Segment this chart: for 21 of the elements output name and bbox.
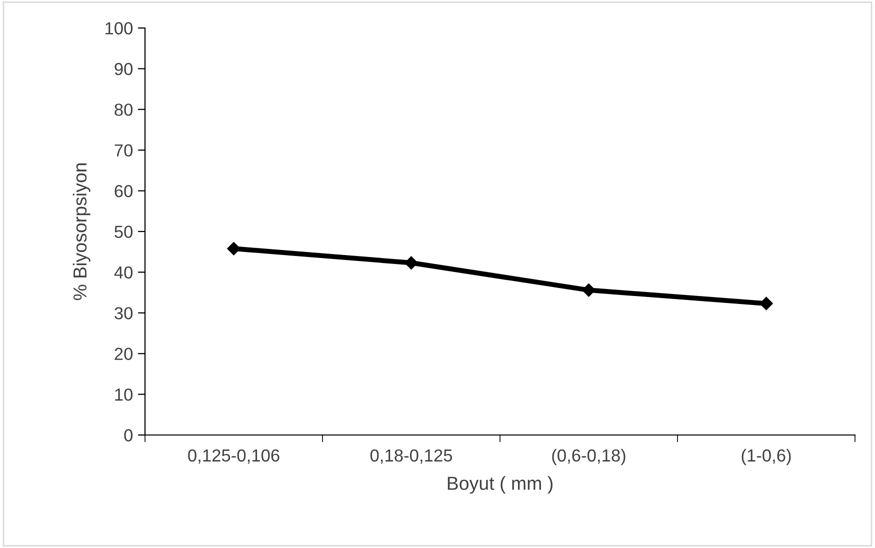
- y-tick-label: 40: [114, 266, 133, 279]
- y-tick-label: 60: [114, 184, 133, 198]
- y-tick-label: 70: [114, 144, 133, 157]
- y-tick-label: 100: [106, 22, 133, 34]
- y-tick-label: 50: [114, 226, 133, 238]
- point: [582, 284, 596, 297]
- x-tick-label: 0,125-0,106: [188, 449, 280, 464]
- point: [404, 256, 418, 270]
- y-axis-title: % Biyosorpsiyon: [72, 163, 90, 300]
- x-tick-label: (0,6-0,18): [552, 448, 626, 466]
- point: [760, 296, 773, 310]
- y-tick-label: 0: [124, 429, 133, 442]
- y-tick-label: 20: [114, 348, 133, 360]
- y-tick-label: 90: [114, 62, 133, 76]
- point: [227, 242, 240, 256]
- x-axis-title: Boyut ( mm ): [448, 476, 552, 494]
- x-tick-label: 0,18-0,125: [370, 449, 452, 464]
- x-tick-label: (1-0,6): [742, 448, 791, 466]
- y-tick-label: 10: [115, 388, 133, 401]
- y-tick-label: 30: [114, 307, 133, 320]
- y-tick-label: 80: [114, 104, 133, 116]
